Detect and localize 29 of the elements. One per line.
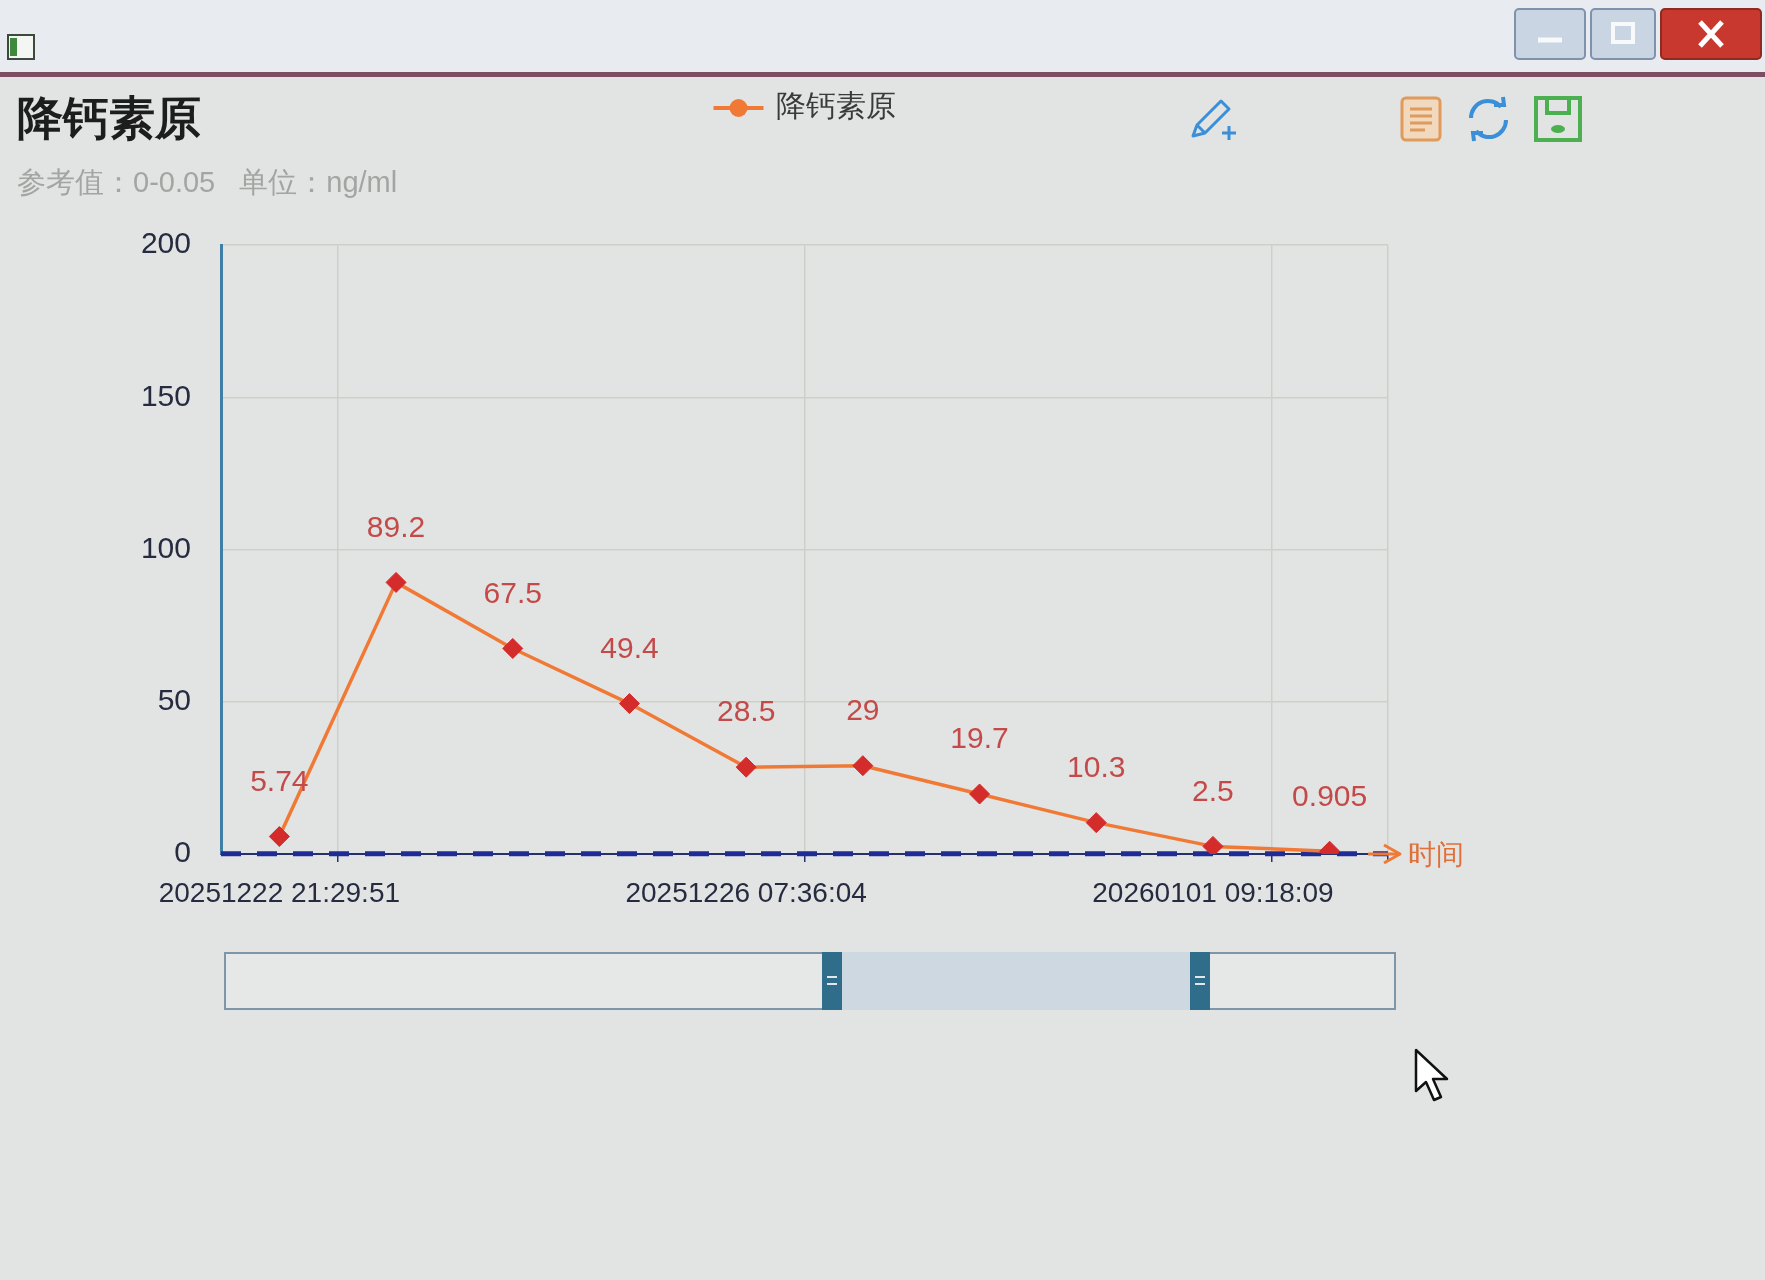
data-label: 49.4 bbox=[600, 630, 659, 664]
x-tick-label: 20260101 09:18:09 bbox=[1092, 876, 1334, 908]
data-label: 28.5 bbox=[716, 694, 776, 728]
chart-title: 降钙素原 bbox=[17, 91, 201, 146]
point bbox=[268, 826, 290, 848]
data-label: 89.2 bbox=[366, 509, 426, 543]
point bbox=[969, 783, 991, 805]
y-tick-label: 0 bbox=[174, 835, 191, 869]
chart-subtitle: 参考值：0-0.05 单位：ng/ml bbox=[17, 165, 398, 199]
data-label: 19.7 bbox=[950, 721, 1009, 755]
data-label: 10.3 bbox=[1067, 749, 1126, 783]
y-tick-label: 150 bbox=[140, 378, 191, 412]
point bbox=[735, 756, 757, 778]
y-tick-label: 50 bbox=[157, 683, 191, 717]
point bbox=[852, 755, 874, 777]
point bbox=[618, 693, 640, 715]
y-tick-label: 200 bbox=[140, 226, 191, 260]
x-axis-title: 时间 bbox=[1408, 838, 1464, 870]
y-tick-label: 100 bbox=[140, 530, 191, 564]
data-label: 2.5 bbox=[1192, 773, 1234, 807]
data-label: 67.5 bbox=[483, 575, 542, 609]
point bbox=[1085, 812, 1107, 834]
x-tick-label: 20251226 07:36:04 bbox=[625, 876, 867, 908]
data-label: 0.905 bbox=[1292, 778, 1368, 812]
x-tick-label: 20251222 21:29:51 bbox=[158, 876, 401, 908]
legend-label: 降钙素原 bbox=[775, 89, 896, 123]
point bbox=[502, 637, 524, 659]
point bbox=[385, 571, 407, 593]
data-label: 29 bbox=[846, 692, 880, 726]
